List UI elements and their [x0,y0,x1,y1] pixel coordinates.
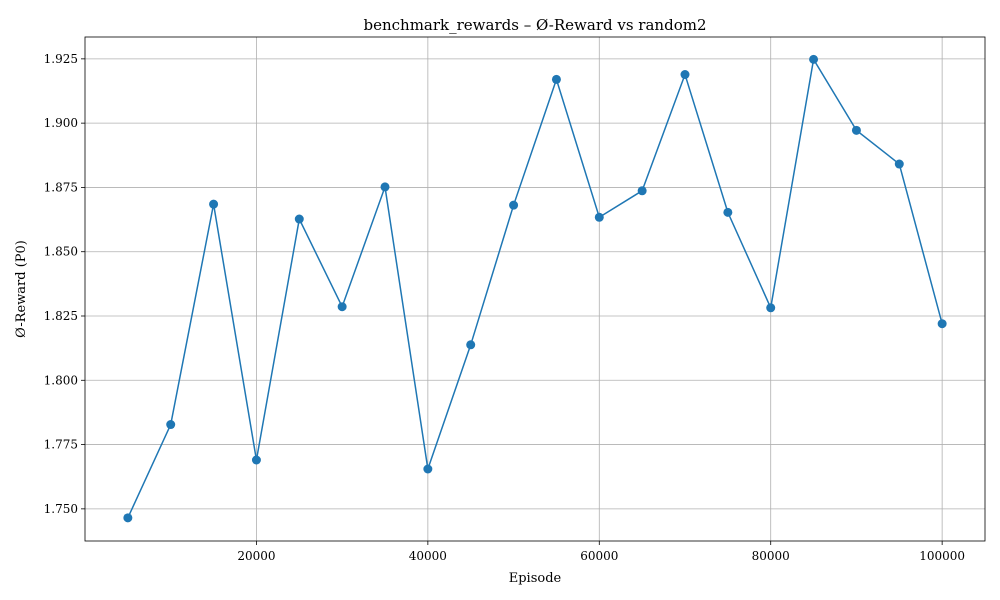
y-axis-label: Ø-Reward (P0) [14,240,29,338]
x-axis-ticks: 20000 40000 60000 80000 100000 [237,541,965,563]
x-tick-label: 20000 [237,549,275,563]
data-point [594,212,604,222]
x-tick-label: 100000 [919,549,965,563]
data-point [723,207,733,217]
y-tick-label: 1.850 [44,245,78,259]
data-point [294,214,304,224]
data-point [766,303,776,313]
data-point [680,70,690,80]
data-point [509,200,519,210]
x-tick-label: 40000 [409,549,447,563]
y-axis-ticks: 1.750 1.775 1.800 1.825 1.850 1.875 1.900 1.925 [44,52,85,516]
data-point [551,74,561,84]
y-tick-label: 1.875 [44,180,78,194]
data-point [251,455,261,465]
series-layer [123,54,947,523]
chart-title: benchmark_rewards – Ø-Reward vs random2 [364,16,707,34]
data-point [423,464,433,474]
plot-frame [84,36,986,542]
data-point [809,54,819,64]
data-point [637,186,647,196]
y-tick-label: 1.775 [44,438,78,452]
data-point [937,319,947,329]
data-point [466,340,476,350]
data-point [851,125,861,135]
x-tick-label: 60000 [580,549,618,563]
x-axis-label: Episode [509,571,562,586]
data-point [337,302,347,312]
data-point [894,159,904,169]
y-tick-label: 1.800 [44,373,78,387]
data-point [166,420,176,430]
data-point [209,199,219,209]
data-point [123,513,133,523]
y-tick-label: 1.900 [44,116,78,130]
y-tick-label: 1.825 [44,309,78,323]
y-tick-label: 1.925 [44,52,78,66]
data-point [380,182,390,192]
y-tick-label: 1.750 [44,502,78,516]
grid [85,37,985,541]
x-tick-label: 80000 [752,549,790,563]
series-line [127,57,943,519]
